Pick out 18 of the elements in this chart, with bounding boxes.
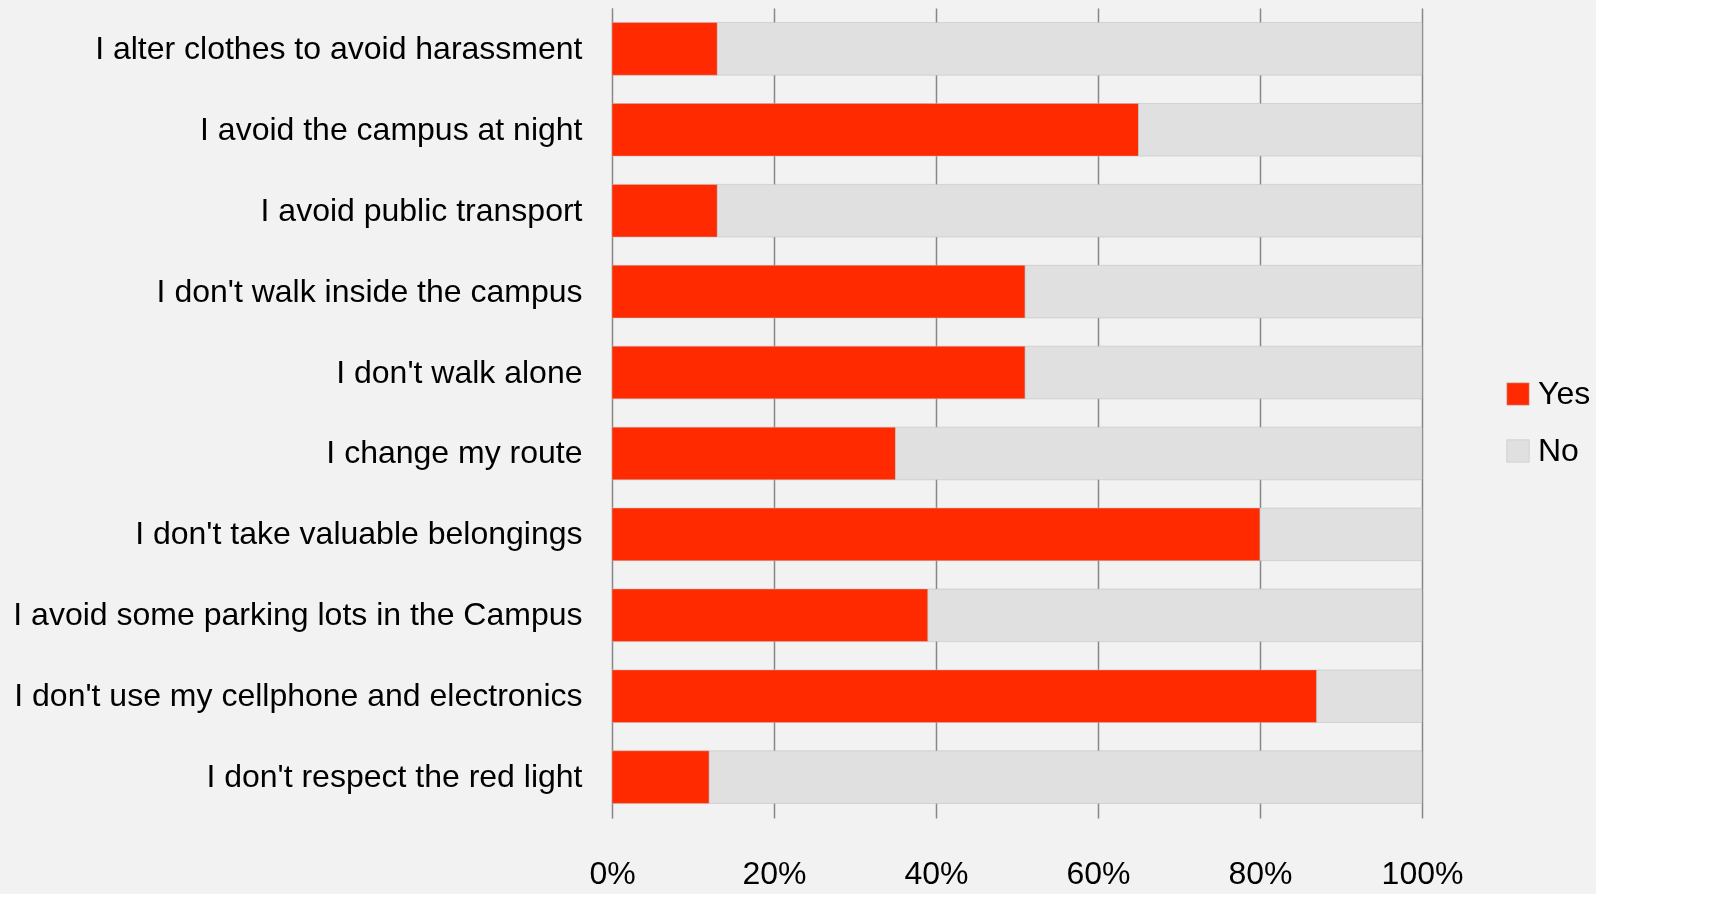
y-tick-label: I don't walk alone [336, 353, 583, 390]
legend-label: No [1538, 432, 1579, 468]
y-tick-label: I change my route [326, 434, 583, 471]
y-tick-label: I don't use my cellphone and electronics [14, 677, 583, 714]
y-tick-label: I avoid public transport [260, 191, 583, 228]
y-tick-label: I don't take valuable belongings [135, 515, 583, 552]
x-tick-label: 100% [1381, 854, 1464, 891]
x-tick-label: 80% [1228, 854, 1293, 891]
x-tick-label: 60% [1066, 854, 1131, 891]
x-tick-label: 0% [589, 854, 636, 891]
y-tick-label: I avoid some parking lots in the Campus [13, 596, 583, 633]
y-tick-label: I avoid the campus at night [200, 110, 583, 147]
legend-label: Yes [1538, 375, 1591, 411]
y-tick-label: I alter clothes to avoid harassment [95, 29, 583, 66]
y-tick-label: I don't respect the red light [206, 758, 583, 795]
x-tick-label: 40% [904, 854, 969, 891]
x-tick-label: 20% [742, 854, 807, 891]
y-tick-label: I don't walk inside the campus [156, 272, 583, 309]
